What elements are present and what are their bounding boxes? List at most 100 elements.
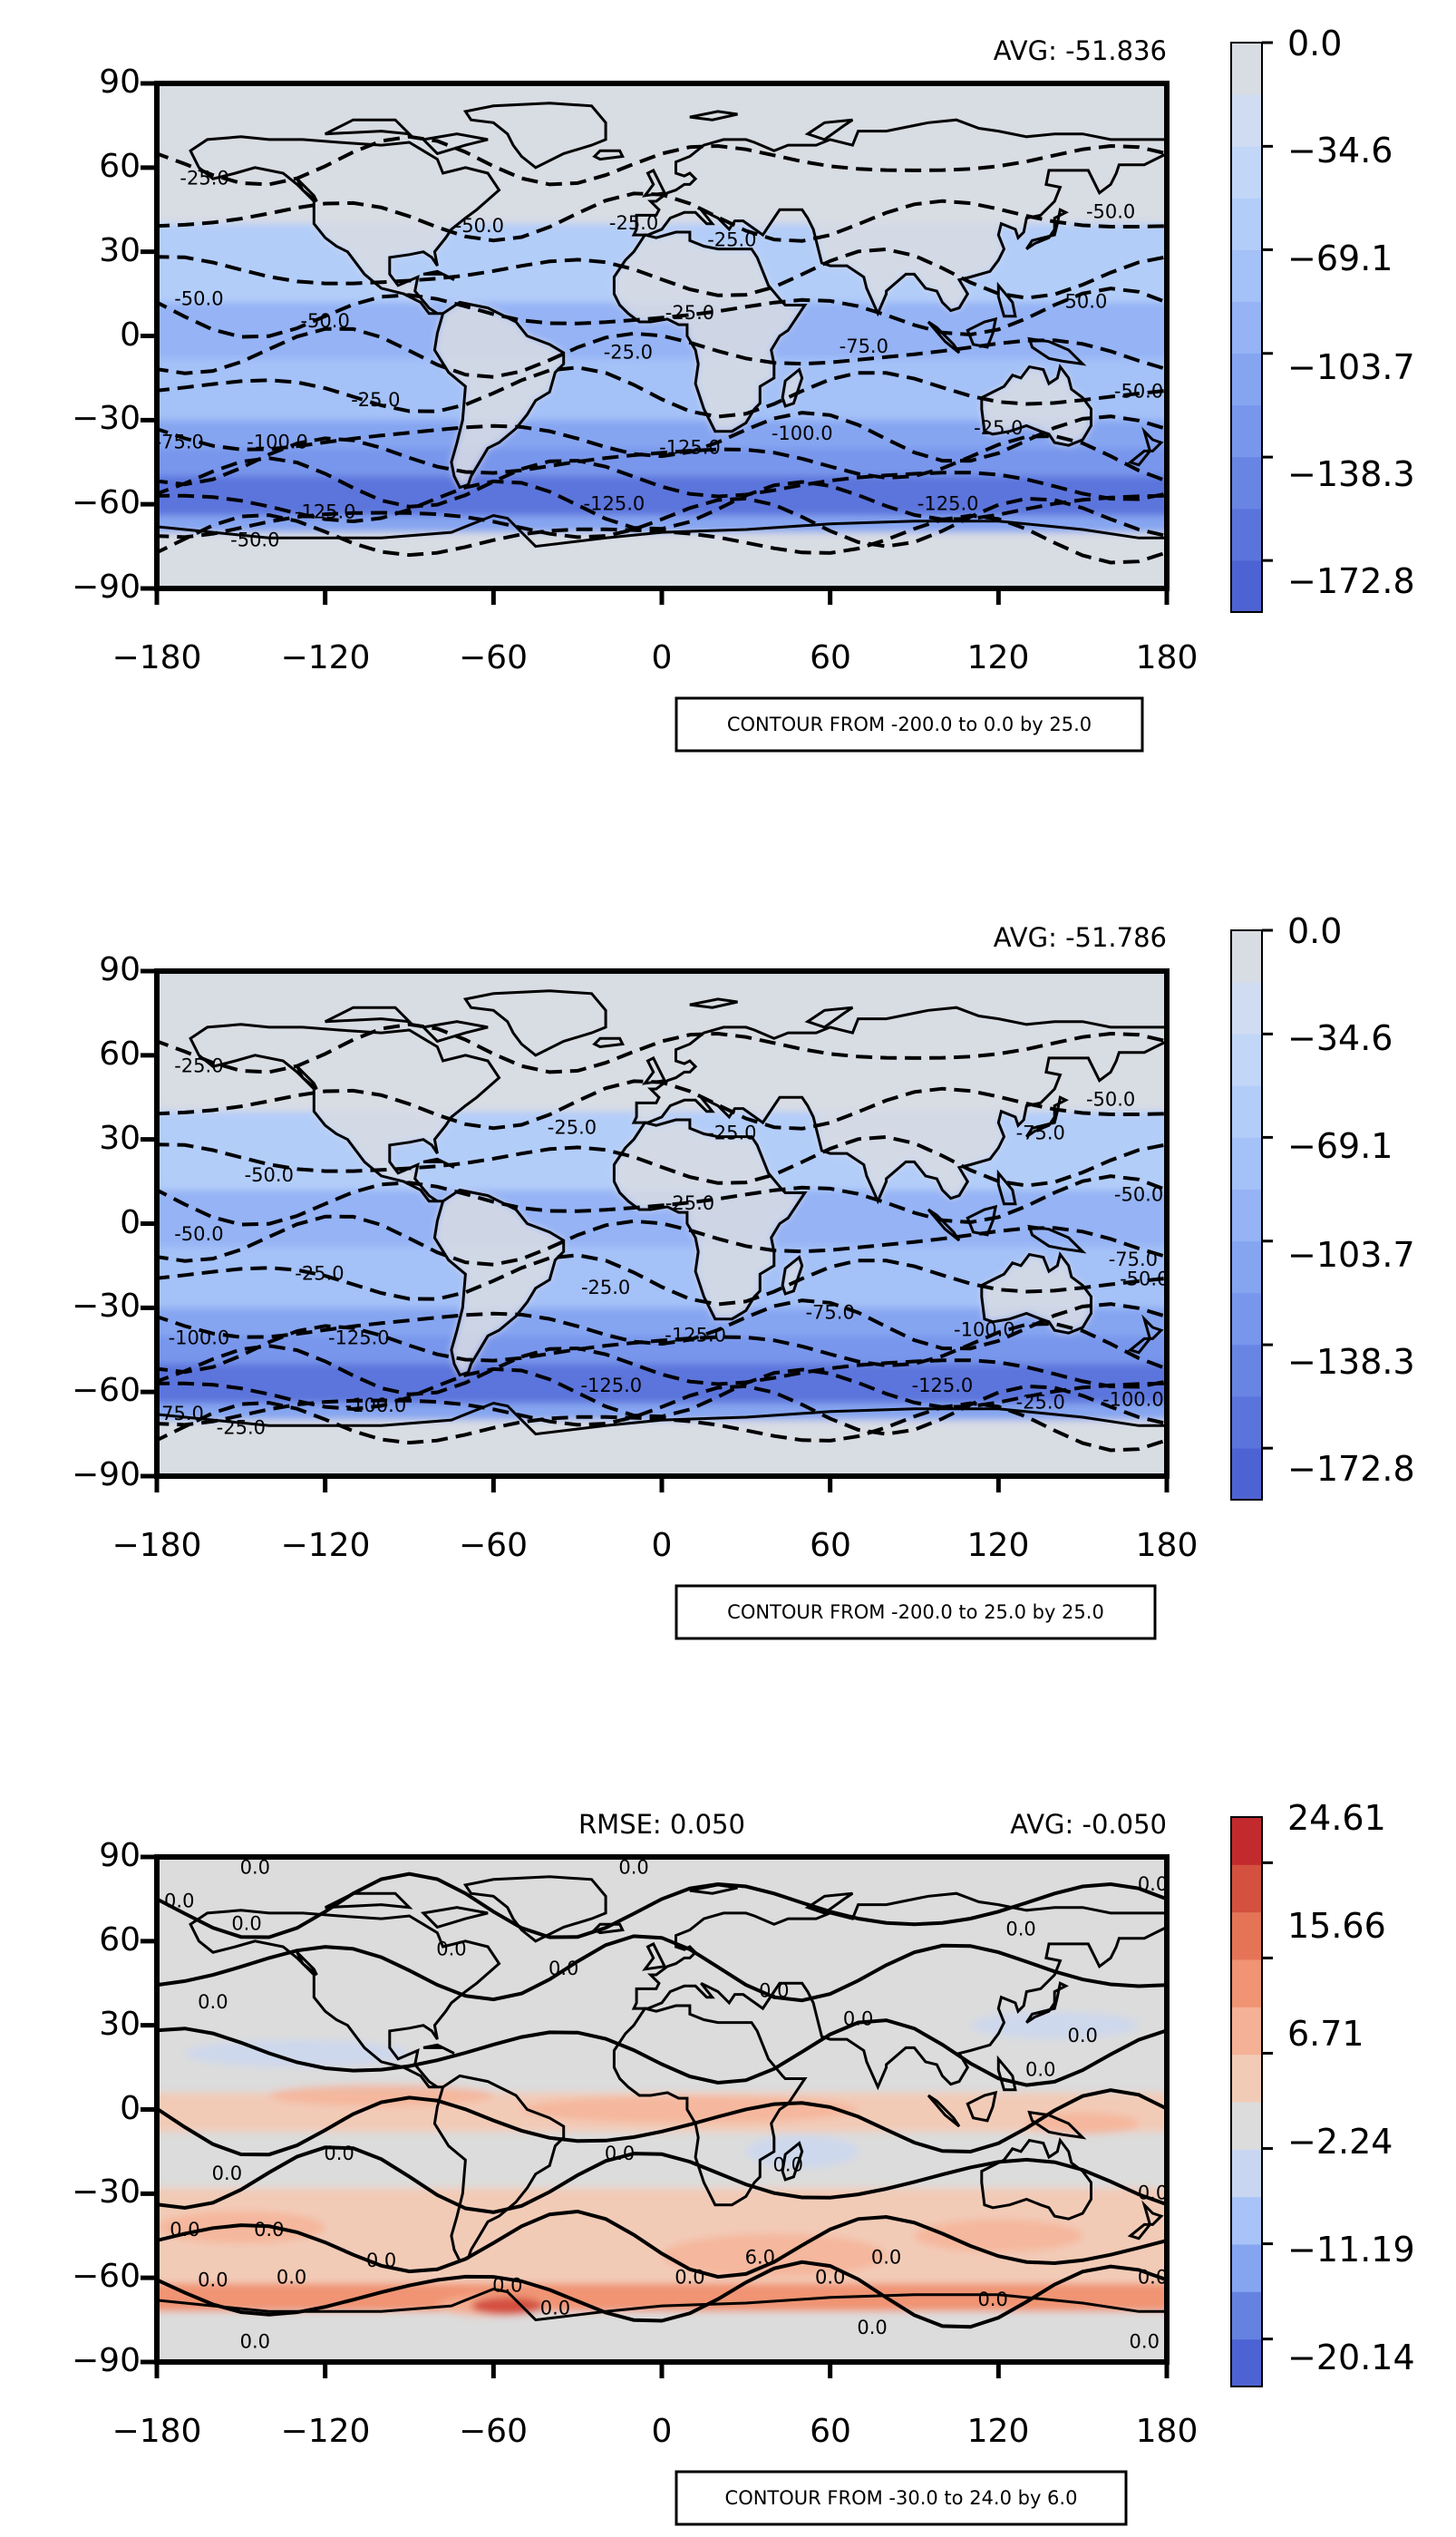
- contour-label: 0.0: [605, 2143, 635, 2164]
- colorbar-segment: [1231, 94, 1262, 147]
- field-band: [157, 1929, 1167, 1937]
- field-band: [157, 1986, 1167, 1993]
- contour-label: -50.0: [1086, 201, 1135, 223]
- coastline: [966, 316, 998, 349]
- avg-label: AVG: -51.786: [994, 922, 1167, 953]
- field-band: [157, 510, 1167, 517]
- ytick-label: −60: [72, 484, 141, 521]
- field-band: [157, 318, 1167, 326]
- field-band: [157, 2299, 1167, 2308]
- colorbar-segment: [1231, 404, 1262, 458]
- field-band: [157, 1369, 1167, 1376]
- colorbar-tick-label: −103.7: [1287, 347, 1415, 387]
- field-band: [157, 577, 1167, 584]
- field-band: [157, 346, 1167, 355]
- field-band: [157, 325, 1167, 332]
- colorbar-tick-labels: 0.0 −34.6 −69.1 −103.7 −138.3 −172.8: [1287, 911, 1415, 1489]
- field-band: [157, 2210, 1167, 2218]
- field-band: [157, 2160, 1167, 2167]
- contour-label: 0.0: [240, 1857, 270, 1879]
- coastline: [189, 1909, 501, 2089]
- field-band: [157, 2036, 1167, 2044]
- contour-label: 0.0: [1130, 2331, 1160, 2353]
- field-band: [157, 1420, 1167, 1427]
- field-band: [157, 2064, 1167, 2072]
- field-band: [157, 2244, 1167, 2251]
- colorbar-tick-labels: 24.61 15.66 6.71 −2.24 −11.19 −20.14: [1287, 1798, 1415, 2377]
- field-band: [157, 374, 1167, 383]
- contour-label: -100.0: [247, 431, 308, 452]
- coastline: [631, 1006, 1167, 1205]
- contour-label: -75.0: [155, 431, 204, 452]
- field-band: [157, 2216, 1167, 2223]
- contour-label: 0.0: [1138, 1873, 1168, 1895]
- contour-label: 0.0: [977, 2289, 1007, 2310]
- contour-line: [157, 1344, 1167, 1396]
- field-band: [157, 2002, 1167, 2010]
- contour-line: [157, 1174, 1167, 1227]
- coastline: [781, 367, 804, 408]
- coastline: [689, 110, 738, 122]
- field-band: [157, 2283, 1167, 2290]
- field-band: [157, 2165, 1167, 2172]
- colorbar-segment: [1231, 1085, 1262, 1138]
- field-band: [157, 1436, 1167, 1443]
- colorbar-segment: [1231, 1137, 1262, 1190]
- ytick-label: −60: [72, 2258, 141, 2295]
- contour-label: -125.0: [580, 1375, 642, 1396]
- colorbar-segment: [1231, 1395, 1262, 1449]
- coastline: [157, 513, 1167, 549]
- contour-label: -50.0: [1114, 1184, 1163, 1206]
- contour-label: -50.0: [230, 530, 279, 551]
- contour-label: -75.0: [805, 1302, 854, 1324]
- field-band: [157, 2025, 1167, 2032]
- contour-label: -75.0: [1016, 1123, 1065, 1144]
- field-band: [157, 2120, 1167, 2128]
- coastline: [432, 2074, 566, 2263]
- colorbar-tick-label: −103.7: [1287, 1235, 1415, 1275]
- field-band: [157, 1358, 1167, 1366]
- contour-labels: -25.0-25.0 -25.0-50.0-50.0-75.0-50.0-50.0…: [157, 1055, 1167, 1438]
- colorbar-segment: [1231, 2149, 1262, 2198]
- coastline: [996, 2055, 1017, 2092]
- field-band: [157, 1375, 1167, 1382]
- colorbar-tick-label: −172.8: [1287, 561, 1415, 601]
- coastlines: [157, 102, 1167, 549]
- contour-label: 0.0: [843, 2008, 873, 2030]
- field-band: [157, 94, 1167, 102]
- field-band: [157, 1033, 1167, 1040]
- ytick-label: 60: [99, 148, 141, 185]
- contour-label: -25.0: [1016, 1392, 1065, 1414]
- field-band: [157, 2014, 1167, 2021]
- xtick-label: 120: [967, 2413, 1030, 2450]
- field-band: [157, 2260, 1167, 2268]
- contour-label: -25.0: [295, 1262, 344, 1284]
- field-band: [157, 1997, 1167, 2004]
- colorbar-segment: [1231, 43, 1262, 95]
- coastline: [432, 300, 566, 490]
- field-band: [157, 2266, 1167, 2273]
- field-band: [157, 1873, 1167, 1881]
- coastline: [1027, 1224, 1087, 1254]
- field-band: [157, 2019, 1167, 2027]
- field-band: [157, 2334, 1167, 2341]
- field-band: [157, 1907, 1167, 1914]
- colorbar-segment: [1231, 456, 1262, 510]
- coastline: [927, 2094, 961, 2128]
- field-band: [157, 381, 1167, 388]
- field-band: [157, 167, 1167, 175]
- field-band: [157, 442, 1167, 450]
- coastline: [612, 230, 808, 433]
- field-band: [157, 335, 1167, 343]
- coastline: [325, 118, 413, 136]
- colorbar: [1230, 41, 1273, 613]
- field-band: [157, 1330, 1167, 1337]
- land-fill: [434, 1190, 564, 1375]
- field-band: [157, 1442, 1167, 1450]
- field-band: [157, 464, 1167, 472]
- contour-line: [157, 247, 1167, 300]
- contour-line: [157, 2145, 1167, 2214]
- contour-line: [157, 2018, 1167, 2087]
- field-band: [157, 408, 1167, 416]
- contour-line: [157, 1022, 1167, 1074]
